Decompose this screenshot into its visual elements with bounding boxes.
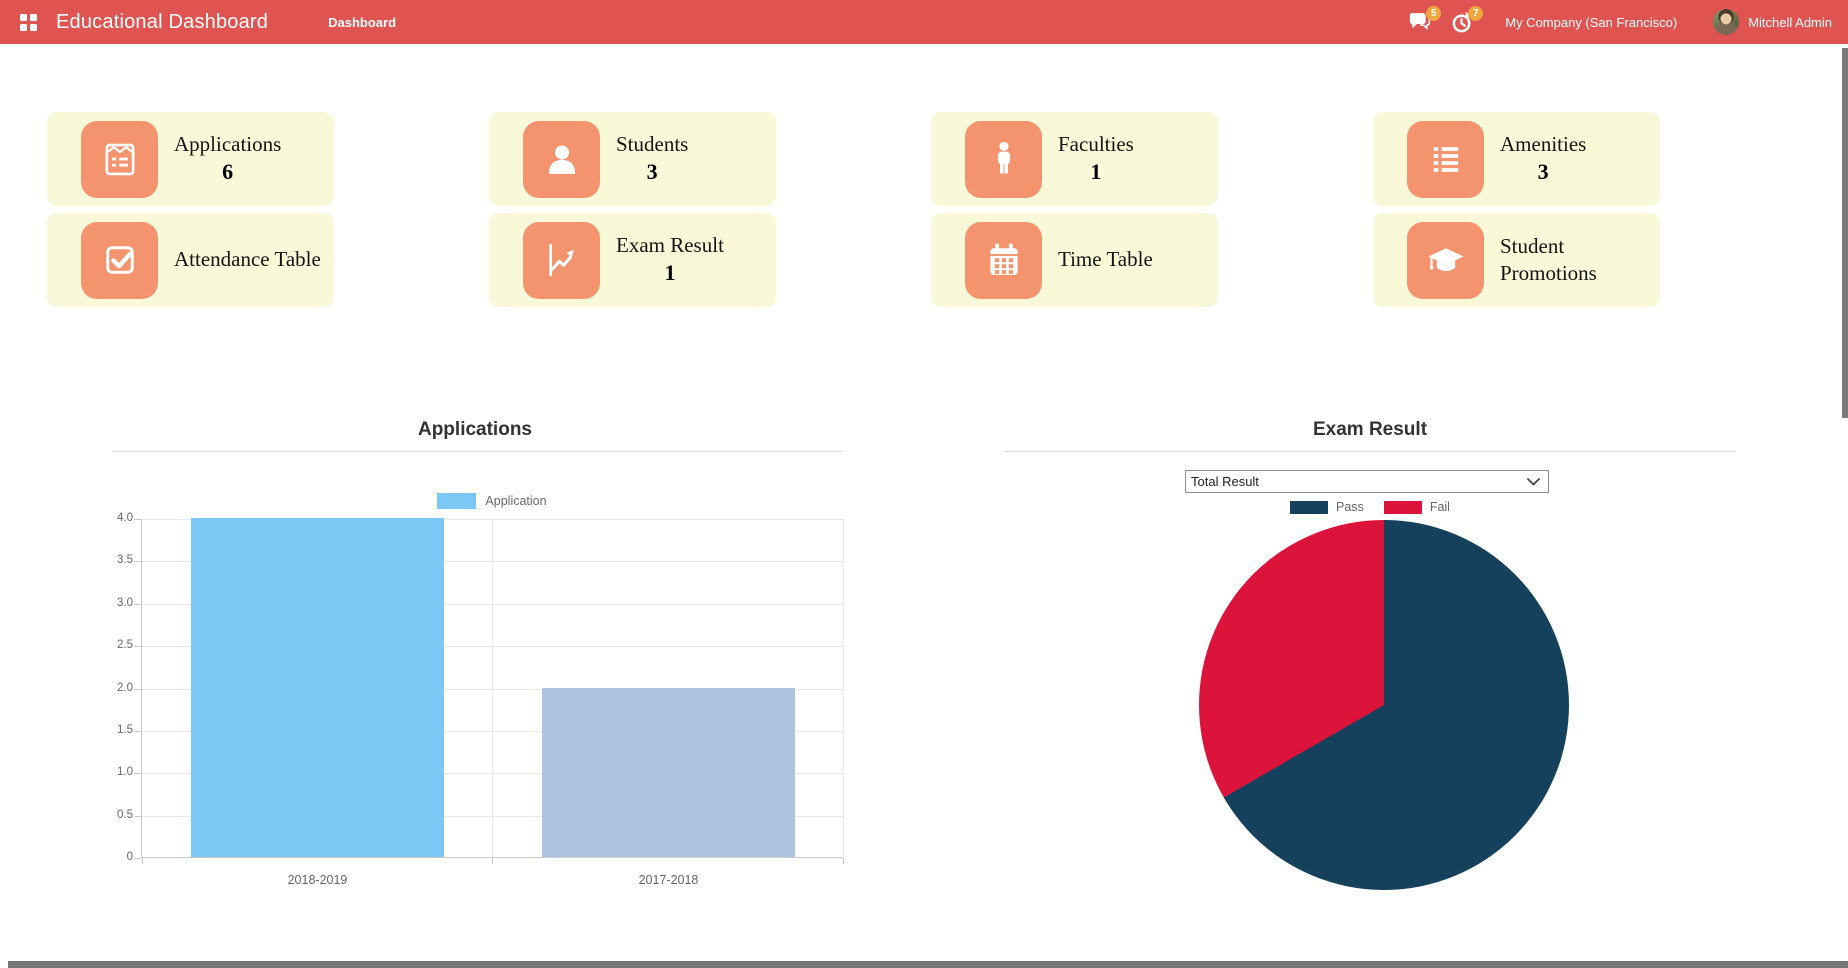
card-faculties[interactable]: Faculties 1: [931, 112, 1218, 206]
card-label: Applications: [174, 132, 282, 157]
y-tick: [134, 603, 141, 605]
card-value: 6: [222, 159, 234, 185]
pie-legend-swatch: [1290, 500, 1329, 514]
card-value: 1: [664, 260, 676, 286]
y-tick: [134, 730, 141, 732]
card-value: 1: [1090, 159, 1102, 185]
topbar-right: 5 7 My Company (San Francisco) Mitchell …: [1391, 6, 1832, 35]
horizontal-scrollbar-thumb[interactable]: [8, 961, 1848, 968]
y-tick-label: 0: [126, 851, 133, 863]
calendar-icon: [965, 221, 1042, 299]
line-chart-icon: [523, 221, 600, 299]
menu-item-dashboard[interactable]: Dashboard: [328, 14, 397, 30]
user-icon: [523, 120, 600, 198]
bar-2018-2019[interactable]: [191, 518, 444, 857]
pie-chart-legend[interactable]: Pass Fail: [1000, 500, 1740, 514]
x-tick-label: 2017-2018: [638, 873, 699, 887]
graduation-cap-icon: [1407, 221, 1484, 299]
card-applications[interactable]: Applications 6: [47, 112, 334, 206]
pie-legend-label-fail: Fail: [1429, 500, 1450, 514]
applications-plot: 0 0.5 1.0 1.5 2.0 2.5 3.0 3.5 4.0 2018-2019 2017-2…: [117, 512, 844, 887]
list-icon: [1407, 120, 1484, 198]
y-tick-label: 3.5: [117, 554, 133, 567]
user-avatar[interactable]: [1713, 9, 1740, 35]
y-tick-label: 2.5: [117, 639, 133, 652]
y-tick: [134, 815, 141, 817]
y-tick-label: 2.0: [117, 681, 133, 694]
pie-legend-swatch: [1383, 500, 1422, 514]
company-switcher[interactable]: My Company (San Francisco): [1505, 14, 1678, 30]
exam-result-chart-title: Exam Result: [1312, 419, 1428, 440]
male-person-icon: [965, 120, 1042, 198]
applications-chart-title: Applications: [417, 419, 532, 440]
card-label: Student Promotions: [1500, 233, 1597, 285]
bar-chart-legend[interactable]: Application: [141, 493, 843, 509]
y-tick: [134, 519, 141, 520]
card-label: Students: [616, 132, 689, 157]
applications-chart-block: Applications Application 0 0.5 1.0 1.5 2.0 2.…: [95, 414, 855, 914]
y-tick: [134, 773, 141, 775]
exam-filter-selected-value: Total Result: [1191, 474, 1259, 489]
y-tick: [134, 688, 141, 690]
x-tick-label: 2018-2019: [287, 873, 348, 887]
y-tick-label: 1.5: [117, 723, 133, 736]
card-value: 3: [646, 159, 658, 185]
divider: [112, 451, 843, 452]
card-label: Time Table: [1058, 247, 1153, 272]
bar-legend-label: Application: [485, 494, 547, 508]
activities-badge: 7: [1468, 6, 1484, 21]
exam-filter-select[interactable]: Total Result: [1185, 470, 1549, 493]
card-label: Attendance Table: [174, 247, 321, 272]
y-tick-label: 4.0: [117, 512, 133, 524]
card-amenities[interactable]: Amenities 3: [1373, 112, 1660, 206]
user-menu[interactable]: Mitchell Admin: [1748, 14, 1832, 30]
card-label: Faculties: [1058, 132, 1134, 157]
y-tick: [134, 646, 141, 648]
y-tick-label: 1.0: [117, 766, 133, 779]
x-tick: [843, 858, 844, 864]
vertical-scrollbar-thumb[interactable]: [1842, 48, 1848, 418]
y-tick-label: 0.5: [117, 808, 133, 821]
activities-button[interactable]: 7: [1451, 6, 1484, 34]
app-title: Educational Dashboard: [56, 10, 269, 33]
divider: [1004, 451, 1736, 452]
stat-cards-grid: Applications 6 Students 3: [47, 112, 1660, 307]
x-gridline: [843, 519, 844, 857]
card-label: Exam Result: [616, 233, 724, 258]
x-tick: [492, 858, 493, 864]
x-gridline: [492, 519, 493, 857]
card-students[interactable]: Students 3: [489, 112, 776, 206]
exam-result-pie[interactable]: [1199, 520, 1569, 890]
bar-2017-2018[interactable]: [542, 687, 795, 857]
messages-button[interactable]: 5: [1409, 6, 1442, 34]
y-tick-label: 3.0: [117, 596, 133, 609]
y-tick: [134, 858, 141, 859]
clipboard-list-icon: [81, 120, 158, 198]
pie-legend-label-pass: Pass: [1336, 500, 1364, 514]
card-time-table[interactable]: Time Table: [931, 213, 1218, 307]
y-tick: [134, 561, 141, 563]
card-exam-result[interactable]: Exam Result 1: [489, 213, 776, 307]
bar-legend-swatch: [437, 493, 477, 509]
exam-result-chart-block: Exam Result Total Result Pass Fail: [1000, 414, 1740, 914]
card-student-promotions[interactable]: Student Promotions: [1373, 213, 1660, 307]
card-value: 3: [1537, 159, 1549, 185]
check-square-icon: [81, 221, 158, 299]
apps-menu-icon[interactable]: [20, 14, 37, 31]
x-tick: [142, 858, 143, 864]
top-navbar: Educational Dashboard Dashboard 5 7 My C…: [0, 0, 1848, 44]
chevron-down-icon: [1527, 477, 1540, 485]
messages-badge: 5: [1426, 6, 1442, 21]
card-label: Amenities: [1500, 132, 1587, 157]
card-attendance-table[interactable]: Attendance Table: [47, 213, 334, 307]
